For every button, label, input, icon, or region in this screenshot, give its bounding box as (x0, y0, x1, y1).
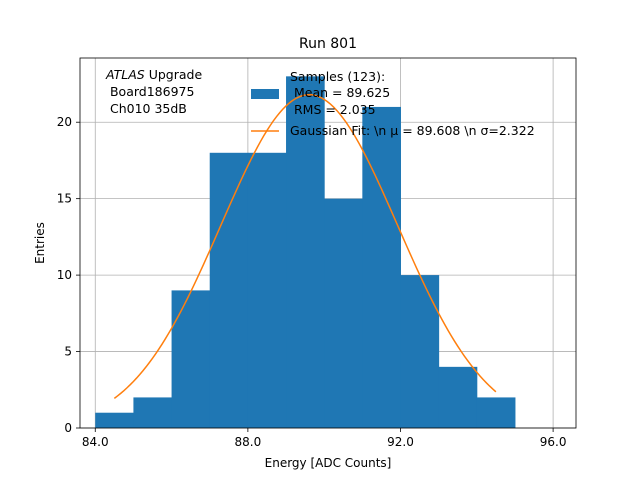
legend-fit-label: Gaussian Fit: \n μ = 89.608 \n σ=2.322 (290, 123, 535, 138)
legend-histogram-line2: Mean = 89.625 (290, 85, 390, 100)
histogram-bar-9 (438, 366, 478, 428)
histogram-bar-4 (247, 152, 287, 428)
x-tick-label-0: 84.0 (82, 435, 109, 449)
histogram-bar-10 (476, 397, 516, 428)
y-tick-label-3: 15 (57, 192, 72, 206)
x-tick-label-2: 92.0 (387, 435, 414, 449)
x-axis-label: Energy [ADC Counts] (265, 456, 392, 470)
histogram-bar-8 (400, 275, 440, 428)
histogram-bar-6 (324, 198, 363, 428)
atlas-upgrade: Upgrade (145, 67, 203, 82)
chart-title: Run 801 (299, 36, 357, 52)
y-tick-label-4: 20 (57, 115, 72, 129)
histogram-bar-7 (362, 106, 401, 428)
x-axis-ticks: 84.0 88.0 92.0 96.0 (82, 428, 567, 449)
legend-histogram-swatch (251, 89, 279, 99)
y-tick-label-2: 10 (57, 268, 72, 282)
histogram-bar-3 (209, 152, 249, 428)
x-tick-label-1: 88.0 (235, 435, 262, 449)
y-axis-ticks: 0 5 10 15 20 (57, 115, 80, 435)
y-tick-label-0: 0 (64, 421, 72, 435)
y-tick-label-1: 5 (64, 345, 72, 359)
x-tick-label-3: 96.0 (540, 435, 567, 449)
histogram-bar-0 (95, 412, 134, 428)
histogram-bar-1 (133, 397, 173, 428)
y-axis-label: Entries (33, 222, 47, 264)
legend-histogram-line3: RMS = 2.035 (290, 102, 376, 117)
histogram-bar-5 (286, 76, 325, 428)
legend-histogram-line1: Samples (123): (290, 69, 385, 84)
atlas-annotation-line3: Ch010 35dB (106, 101, 187, 116)
plot-frame (79, 57, 577, 429)
atlas-annotation-line2: Board186975 (106, 84, 194, 99)
histogram-bar-2 (171, 290, 211, 428)
atlas-annotation-line1: ATLAS Upgrade (105, 67, 202, 82)
atlas-italic: ATLAS (105, 67, 145, 82)
gaussian-fit-line (113, 93, 497, 399)
